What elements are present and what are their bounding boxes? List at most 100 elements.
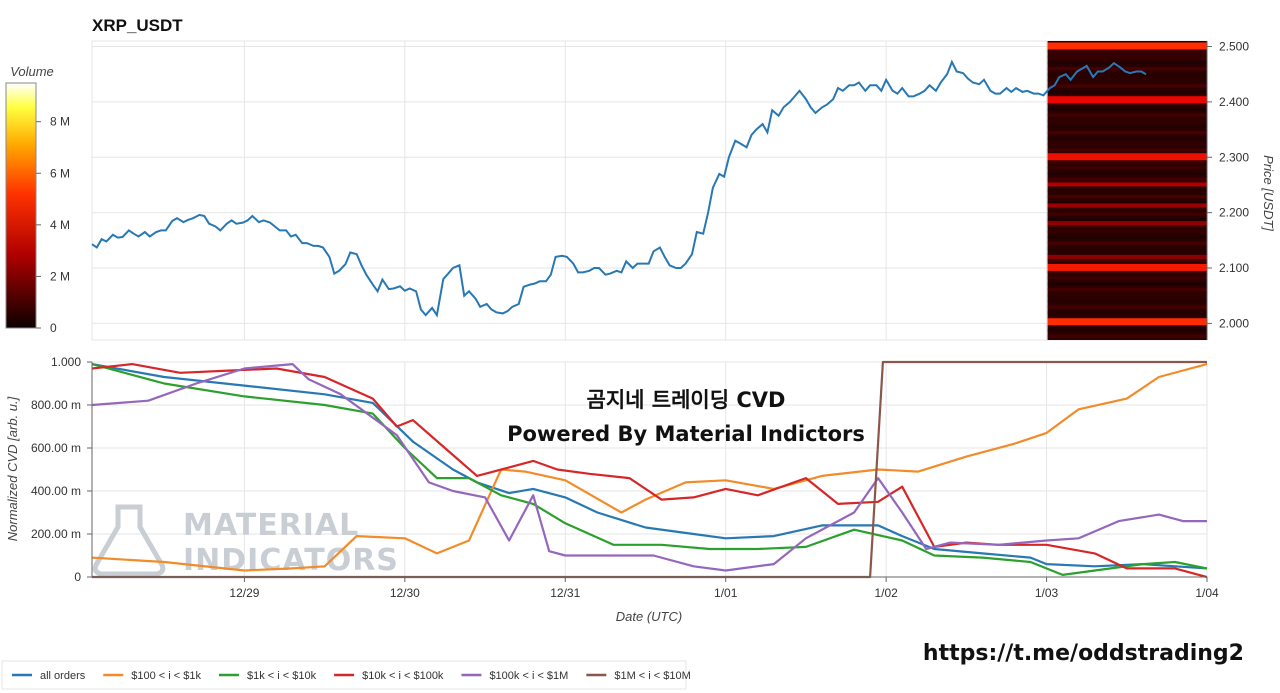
price-line xyxy=(91,59,1147,318)
heatmap-row xyxy=(1047,142,1207,146)
colorbar-label: Volume xyxy=(10,64,54,79)
legend-entry: $10k < i < $100k xyxy=(362,670,444,682)
legend-entry: $1k < i < $10k xyxy=(247,670,317,682)
heatmap-band xyxy=(1047,203,1207,208)
heatmap-row xyxy=(1047,287,1207,292)
heatmap-row xyxy=(1047,107,1207,111)
flask-icon xyxy=(92,504,166,577)
material-indicators-watermark: MATERIAL INDICATORS xyxy=(92,504,399,578)
heatmap-row xyxy=(1047,49,1207,53)
heatmap-row xyxy=(1047,293,1207,298)
date-tick-label: 12/30 xyxy=(390,586,420,600)
cvd-plot-frame xyxy=(91,361,1208,578)
heatmap-row xyxy=(1047,55,1207,59)
heatmap-row xyxy=(1047,241,1207,245)
annotation-title: 곰지네 트레이딩 CVD xyxy=(587,388,786,412)
legend-entry: all orders xyxy=(40,670,86,682)
cvd-axis-label: Normalized CVD [arb. u.] xyxy=(5,396,20,541)
legend: all orders $100 < i < $1k $1k < i < $10k $1… xyxy=(12,670,691,682)
colorbar-tick-label: 0 xyxy=(50,321,57,335)
cvd-tick-label: 800.00 m xyxy=(31,398,81,412)
heatmap-row xyxy=(1047,270,1207,274)
chart-title: XRP_USDT xyxy=(92,16,183,35)
price-tick-label: 2.000 xyxy=(1219,316,1249,330)
date-tick-label: 12/29 xyxy=(229,586,259,600)
date-axis-label: Date (UTC) xyxy=(616,609,682,624)
date-tick-label: 1/01 xyxy=(714,586,738,600)
heatmap-band xyxy=(1047,153,1207,161)
heatmap-row xyxy=(1047,165,1207,170)
heatmap-row xyxy=(1047,101,1207,106)
heatmap-row xyxy=(1047,125,1207,129)
heatmap-band xyxy=(1047,96,1207,104)
heatmap-row xyxy=(1047,84,1207,88)
heatmap-band xyxy=(1047,221,1207,226)
heatmap-row xyxy=(1047,206,1207,210)
heatmap-row xyxy=(1047,212,1207,216)
heatmap-row xyxy=(1047,311,1207,315)
heatmap-row xyxy=(1047,67,1207,71)
heatmap-row xyxy=(1047,258,1207,263)
heatmap-row xyxy=(1047,136,1207,141)
heatmap-row xyxy=(1047,72,1207,77)
colorbar-tick-label: 2 M xyxy=(50,269,70,283)
heatmap-row xyxy=(1047,229,1207,234)
heatmap-band xyxy=(1047,254,1207,259)
cvd-tick-label: 600.00 m xyxy=(31,441,81,455)
price-tick-label: 2.300 xyxy=(1219,150,1249,164)
date-tick-label: 1/04 xyxy=(1195,586,1219,600)
heatmap-row xyxy=(1047,218,1207,222)
heatmap-row xyxy=(1047,334,1207,338)
heatmap-row xyxy=(1047,223,1207,228)
heatmap-row xyxy=(1047,130,1207,135)
heatmap-band xyxy=(1047,182,1207,187)
cvd-axis-ticks: 0 200.00 m 400.00 m 600.00 m 800.00 m 1.000 xyxy=(31,355,92,584)
colorbar-tick-label: 6 M xyxy=(50,166,70,180)
cvd-series-line xyxy=(91,363,1208,576)
watermark-line-2: INDICATORS xyxy=(183,543,399,578)
heatmap-row xyxy=(1047,119,1207,123)
heatmap-row xyxy=(1047,194,1207,199)
heatmap-row xyxy=(1047,200,1207,205)
heatmap-row xyxy=(1047,276,1207,280)
watermark-line-1: MATERIAL xyxy=(183,508,359,543)
cvd-series-line xyxy=(91,363,1208,572)
heatmap-row xyxy=(1047,78,1207,82)
price-plot-frame xyxy=(91,40,1208,341)
heatmap-row xyxy=(1047,148,1207,152)
colorbar-tick-label: 8 M xyxy=(50,115,70,129)
date-tick-label: 12/31 xyxy=(550,586,580,600)
heatmap-row xyxy=(1047,177,1207,181)
heatmap-row xyxy=(1047,61,1207,65)
heatmap-row xyxy=(1047,113,1207,117)
colorbar-ticks: 0 2 M 4 M 6 M 8 M xyxy=(36,115,70,335)
cvd-tick-label: 1.000 xyxy=(51,355,81,369)
cvd-tick-label: 200.00 m xyxy=(31,527,81,541)
price-tick-label: 2.400 xyxy=(1219,95,1249,109)
cvd-series xyxy=(91,360,1208,579)
date-tick-label: 1/02 xyxy=(874,586,898,600)
footer-url: https://t.me/oddstrading2 xyxy=(923,641,1244,666)
cvd-series-line xyxy=(91,363,1207,572)
heatmap-band xyxy=(1047,42,1207,50)
heatmap-row xyxy=(1047,90,1207,94)
price-axis-label: Price [USDT] xyxy=(1261,155,1276,231)
heatmap-row xyxy=(1047,235,1207,239)
cvd-tick-label: 0 xyxy=(74,570,81,584)
heatmap-row xyxy=(1047,328,1207,332)
heatmap-band xyxy=(1047,318,1207,326)
heatmap-row xyxy=(1047,247,1207,251)
legend-entry: $1M < i < $10M xyxy=(614,670,690,682)
colorbar-tick-label: 4 M xyxy=(50,218,70,232)
annotation-subtitle: Powered By Material Indictors xyxy=(507,422,865,446)
price-tick-label: 2.500 xyxy=(1219,40,1249,54)
heatmap-row xyxy=(1047,253,1207,257)
heatmap-row xyxy=(1047,189,1207,193)
heatmap-row xyxy=(1047,299,1207,303)
date-tick-label: 1/03 xyxy=(1035,586,1059,600)
volume-heatmap xyxy=(1047,41,1207,340)
price-axis-ticks: 2.000 2.100 2.200 2.300 2.400 2.500 xyxy=(1207,40,1249,330)
date-axis-ticks: 12/29 12/30 12/31 1/01 1/02 1/03 1/04 xyxy=(229,577,1219,600)
price-tick-label: 2.100 xyxy=(1219,261,1249,275)
